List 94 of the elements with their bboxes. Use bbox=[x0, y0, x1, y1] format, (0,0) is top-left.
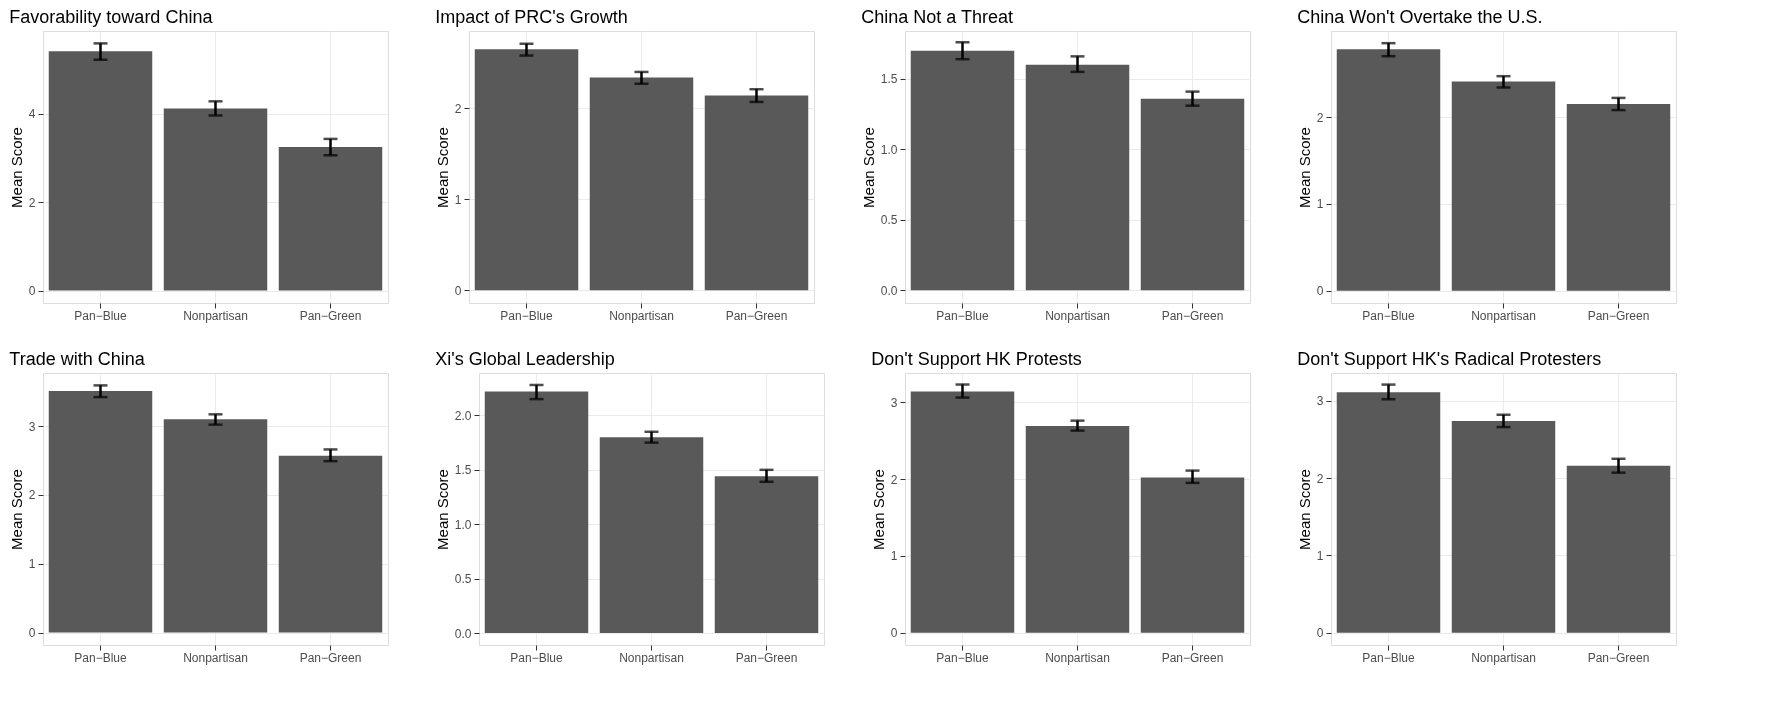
chart-title: China Not a Threat bbox=[861, 7, 1014, 27]
bar bbox=[48, 390, 153, 633]
x-tick-label: Pan−Blue bbox=[510, 650, 564, 665]
y-tick-label: 1 bbox=[1316, 197, 1324, 212]
y-axis-title: Mean Score bbox=[869, 469, 887, 550]
bar bbox=[910, 50, 1015, 291]
y-axis-title: Mean Score bbox=[1295, 127, 1313, 208]
chart-title: Favorability toward China bbox=[9, 7, 214, 27]
x-tick-label: Pan−Green bbox=[1161, 650, 1224, 665]
x-tick-label: Pan−Green bbox=[735, 650, 798, 665]
x-tick-label: Nonpartisan bbox=[609, 308, 674, 323]
y-tick-label: 1 bbox=[454, 192, 462, 207]
y-tick-label: 0.5 bbox=[454, 572, 472, 587]
y-tick-label: 1 bbox=[1316, 548, 1324, 563]
y-tick-label: 1 bbox=[28, 557, 36, 572]
y-tick-label: 0 bbox=[28, 626, 36, 641]
x-tick-label: Pan−Green bbox=[1161, 308, 1224, 323]
y-tick-label: 0 bbox=[454, 283, 462, 298]
chart-title: China Won't Overtake the U.S. bbox=[1297, 7, 1543, 27]
y-tick-label: 2 bbox=[454, 101, 462, 116]
bar bbox=[278, 146, 383, 291]
bar bbox=[704, 95, 809, 291]
x-tick-label: Nonpartisan bbox=[1045, 308, 1110, 323]
y-tick-label: 3 bbox=[28, 419, 36, 434]
y-axis-title: Mean Score bbox=[859, 127, 877, 208]
chart-title: Don't Support HK's Radical Protesters bbox=[1297, 349, 1602, 369]
bar bbox=[1140, 477, 1245, 633]
bar bbox=[910, 391, 1015, 633]
bar bbox=[48, 51, 153, 291]
y-tick-label: 0.0 bbox=[454, 626, 472, 641]
y-tick-label: 2 bbox=[28, 488, 36, 503]
chart-title: Don't Support HK Protests bbox=[871, 349, 1082, 369]
y-axis-title: Mean Score bbox=[7, 469, 25, 550]
bar bbox=[474, 49, 579, 291]
x-tick-label: Pan−Green bbox=[299, 308, 362, 323]
y-tick-label: 1 bbox=[890, 549, 898, 564]
y-tick-label: 2 bbox=[28, 195, 36, 210]
y-tick-label: 2.0 bbox=[454, 408, 472, 423]
x-tick-label: Nonpartisan bbox=[1045, 650, 1110, 665]
x-tick-label: Pan−Green bbox=[299, 650, 362, 665]
x-tick-label: Nonpartisan bbox=[183, 650, 248, 665]
bar bbox=[599, 437, 704, 634]
y-axis-title: Mean Score bbox=[433, 127, 451, 208]
x-tick-label: Pan−Blue bbox=[74, 308, 128, 323]
y-tick-label: 0 bbox=[890, 626, 898, 641]
x-tick-label: Nonpartisan bbox=[1471, 308, 1536, 323]
bar bbox=[1025, 426, 1130, 633]
y-axis-title: Mean Score bbox=[1295, 469, 1313, 550]
chart-title: Xi's Global Leadership bbox=[435, 349, 615, 369]
bar bbox=[714, 476, 819, 634]
y-tick-label: 3 bbox=[890, 395, 898, 410]
y-tick-label: 0 bbox=[28, 284, 36, 299]
bar bbox=[1451, 81, 1556, 291]
y-tick-label: 2 bbox=[890, 472, 898, 487]
x-tick-label: Pan−Green bbox=[1587, 308, 1650, 323]
y-tick-label: 4 bbox=[28, 107, 36, 122]
bar bbox=[484, 391, 589, 634]
x-tick-label: Nonpartisan bbox=[619, 650, 684, 665]
x-tick-label: Pan−Blue bbox=[500, 308, 554, 323]
x-tick-label: Pan−Green bbox=[1587, 650, 1650, 665]
y-tick-label: 1.5 bbox=[454, 463, 472, 478]
bar bbox=[163, 108, 268, 291]
y-tick-label: 1.0 bbox=[454, 517, 472, 532]
y-tick-label: 2 bbox=[1316, 110, 1324, 125]
x-tick-label: Pan−Blue bbox=[936, 308, 990, 323]
bar bbox=[589, 77, 694, 291]
x-tick-label: Pan−Blue bbox=[74, 650, 128, 665]
bar bbox=[1566, 104, 1671, 291]
y-tick-label: 1.5 bbox=[880, 72, 898, 87]
x-tick-label: Pan−Green bbox=[725, 308, 788, 323]
bar bbox=[278, 455, 383, 633]
x-tick-label: Pan−Blue bbox=[1362, 650, 1416, 665]
x-tick-label: Nonpartisan bbox=[1471, 650, 1536, 665]
bar bbox=[1140, 98, 1245, 291]
x-tick-label: Pan−Blue bbox=[936, 650, 990, 665]
y-tick-label: 0 bbox=[1316, 284, 1324, 299]
bar bbox=[1025, 64, 1130, 291]
y-axis-title: Mean Score bbox=[7, 127, 25, 208]
y-tick-label: 0.5 bbox=[880, 213, 898, 228]
bar bbox=[1566, 465, 1671, 633]
chart-title: Trade with China bbox=[9, 349, 146, 369]
x-tick-label: Pan−Blue bbox=[1362, 308, 1416, 323]
y-tick-label: 0 bbox=[1316, 626, 1324, 641]
y-tick-label: 2 bbox=[1316, 471, 1324, 486]
y-axis-title: Mean Score bbox=[433, 469, 451, 550]
bar bbox=[1336, 49, 1441, 291]
y-tick-label: 0.0 bbox=[880, 283, 898, 298]
bar bbox=[1451, 420, 1556, 633]
y-tick-label: 3 bbox=[1316, 394, 1324, 409]
x-tick-label: Nonpartisan bbox=[183, 308, 248, 323]
chart-title: Impact of PRC's Growth bbox=[435, 7, 628, 27]
bar bbox=[1336, 392, 1441, 633]
y-tick-label: 1.0 bbox=[880, 142, 898, 157]
bar bbox=[163, 419, 268, 633]
